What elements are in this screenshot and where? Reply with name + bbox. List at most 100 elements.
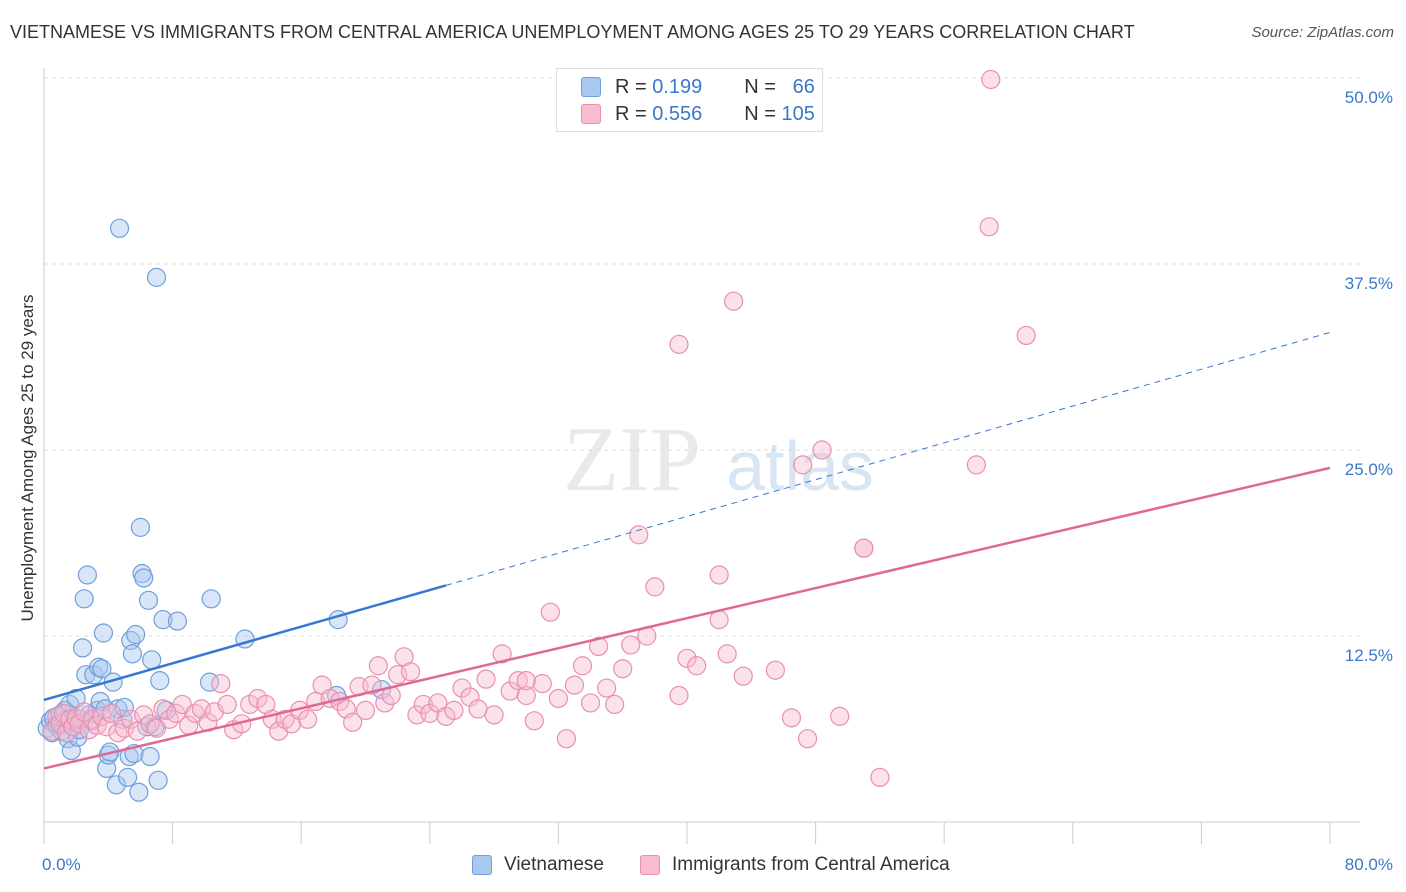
legend-r-value-central-america: 0.556 (652, 102, 703, 125)
central-america-point (500, 681, 520, 701)
legend-n-label: N = (744, 75, 776, 98)
vietnamese-point (134, 568, 154, 588)
watermark: ZIP atlas (563, 408, 874, 510)
central-america-point (572, 656, 593, 676)
x-tick-label: 80.0% (1345, 855, 1393, 874)
vietnamese-point (92, 659, 112, 679)
x-tick-label: 0.0% (42, 855, 81, 874)
central-america-point (476, 669, 496, 689)
source-label: Source: ZipAtlas.com (1251, 24, 1394, 41)
central-america-point (645, 577, 665, 597)
legend-n-label: N = (744, 102, 776, 125)
central-america-point (605, 694, 625, 715)
legend-n-value-central-america: 105 (781, 102, 815, 125)
central-america-point (87, 715, 107, 735)
central-america-point (74, 702, 94, 722)
central-america-point (540, 602, 560, 622)
central-america-point (588, 636, 609, 657)
watermark-atlas: atlas (726, 427, 874, 505)
central-america-point (492, 644, 512, 664)
central-america-point (368, 656, 388, 676)
central-america-point (669, 685, 689, 706)
central-america-point (830, 706, 850, 726)
vietnamese-point (148, 770, 168, 790)
vietnamese-trend-line (43, 584, 447, 702)
central-america-point (854, 538, 874, 558)
central-america-point (468, 699, 488, 719)
vietnamese-point (77, 565, 98, 585)
vietnamese-point (106, 775, 126, 795)
legend-r-label: R = (615, 75, 647, 98)
vietnamese-point (142, 650, 162, 670)
central-america-point (870, 767, 890, 787)
central-america-points (42, 69, 1036, 787)
central-america-point (629, 525, 649, 545)
vietnamese-point (72, 638, 93, 658)
vietnamese-legend-swatch (472, 855, 492, 875)
central-america-point (548, 688, 569, 709)
central-america-point (343, 712, 363, 732)
grid-layer (44, 77, 1360, 637)
central-america-legend-swatch (640, 855, 660, 875)
central-america-point (400, 662, 421, 682)
y-tick-label: 12.5% (1345, 646, 1393, 665)
vietnamese-point (137, 717, 157, 737)
central-america-point (781, 708, 802, 728)
y-tick-label: 25.0% (1345, 460, 1393, 479)
central-america-point (765, 660, 786, 680)
central-america-point (613, 659, 633, 679)
central-america-point (355, 700, 376, 721)
central-america-point (211, 674, 231, 694)
central-america-point (101, 703, 122, 723)
vietnamese-swatch (581, 77, 601, 97)
central-america-point (687, 656, 707, 676)
vietnamese-point (130, 517, 151, 537)
vietnamese-point (140, 746, 160, 767)
central-america-swatch (581, 104, 601, 124)
central-america-point (516, 685, 536, 706)
central-america-point (298, 709, 318, 729)
vietnamese-point (122, 644, 143, 664)
vietnamese-point (138, 590, 159, 610)
central-america-point (420, 703, 440, 723)
bottom-legend-vietnamese: Vietnamese (472, 852, 604, 878)
vietnamese-point (89, 657, 109, 677)
vietnamese-point (167, 611, 188, 631)
central-america-point (508, 671, 528, 691)
central-america-point (153, 699, 173, 719)
vietnamese-point (150, 671, 170, 691)
vietnamese-point (74, 589, 94, 609)
y-tick-label: 50.0% (1345, 88, 1393, 107)
central-america-point (580, 693, 601, 713)
central-america-legend-label: Immigrants from Central America (672, 854, 950, 875)
chart-title: VIETNAMESE VS IMMIGRANTS FROM CENTRAL AM… (10, 22, 1135, 42)
bottom-legend-central-america: Immigrants from Central America (640, 852, 950, 878)
central-america-point (669, 334, 689, 354)
correlation-legend: R = 0.199 N = 66 R = 0.556 N = 105 (556, 68, 823, 132)
central-america-point (797, 729, 818, 749)
central-america-point (42, 721, 62, 741)
y-axis-label: Unemployment Among Ages 25 to 29 years (18, 294, 37, 622)
vietnamese-point (117, 767, 138, 787)
vietnamese-point (93, 623, 114, 643)
vietnamese-point (153, 610, 173, 630)
axis-layer (43, 68, 1360, 844)
vietnamese-legend-label: Vietnamese (504, 854, 604, 875)
central-america-point (621, 635, 641, 655)
central-america-point (979, 217, 999, 237)
central-america-point (597, 678, 617, 698)
central-america-point (724, 291, 744, 311)
vietnamese-point (129, 782, 149, 802)
legend-row-vietnamese: R = 0.199 N = 66 (581, 74, 815, 100)
central-america-point (444, 700, 464, 721)
central-america-point (717, 644, 737, 664)
central-america-point (556, 729, 577, 749)
tick-labels: 12.5% 25.0% 37.5% 50.0% 0.0% 80.0% (42, 88, 1393, 874)
central-america-point (217, 694, 237, 715)
vietnamese-point (109, 218, 130, 238)
central-america-point (564, 675, 585, 695)
central-america-point (709, 565, 729, 585)
central-america-point (981, 69, 1001, 90)
legend-r-value-vietnamese: 0.199 (652, 75, 703, 98)
central-america-point (966, 455, 986, 475)
